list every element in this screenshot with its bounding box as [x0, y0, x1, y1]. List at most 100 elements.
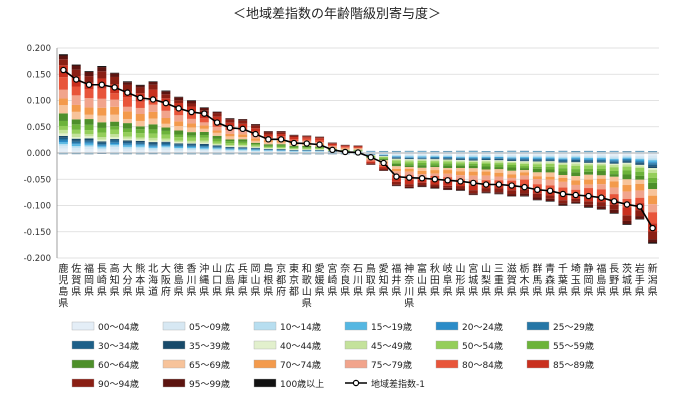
bar-segment — [84, 71, 94, 72]
bar-segment — [135, 101, 145, 108]
bar-segment — [609, 174, 619, 177]
legend-item: 50～54歳 — [435, 340, 503, 352]
bar-segment — [212, 138, 222, 142]
bar-segment — [609, 157, 619, 159]
bar-segment — [584, 159, 594, 161]
bar-segment — [507, 170, 517, 175]
bar-segment — [161, 103, 171, 111]
bar-segment — [481, 163, 491, 167]
bar-segment — [481, 160, 491, 162]
bar-segment — [430, 156, 440, 158]
bar-segment — [481, 155, 491, 157]
bar-segment — [635, 210, 645, 217]
bar-segment — [558, 200, 568, 204]
bar-segment — [609, 153, 619, 156]
bar-segment — [212, 112, 222, 114]
legend-label: 60～64歳 — [98, 359, 139, 371]
bar-segment — [276, 146, 286, 148]
bar-segment — [391, 168, 401, 172]
category-label: 大分県 — [122, 262, 132, 298]
bar-stack — [187, 100, 196, 155]
bar-segment — [417, 158, 427, 159]
bar-segment — [122, 141, 132, 144]
bar-segment — [558, 205, 568, 206]
bar-segment — [443, 173, 453, 178]
bar-segment — [97, 71, 107, 79]
category-label: 滋賀県 — [507, 262, 517, 298]
bar-segment — [148, 89, 158, 98]
bar-segment — [340, 145, 350, 146]
bar-segment — [481, 162, 491, 164]
bar-segment — [289, 148, 299, 149]
category-labels: 鹿児島県佐賀県福岡県長崎県高知県大分県熊本県北海道大阪府徳島県香川県沖縄県山口県… — [58, 262, 657, 310]
category-label: 熊本県 — [135, 262, 145, 298]
bar-segment — [135, 144, 145, 146]
bar-segment — [494, 172, 504, 177]
bar-segment — [110, 73, 120, 77]
bar-segment — [468, 159, 478, 161]
legend-label: 10～14歳 — [280, 321, 321, 333]
legend-item: 25～29歳 — [526, 321, 594, 333]
bar-segment — [468, 154, 478, 156]
bar-segment — [558, 177, 568, 182]
bar-segment — [58, 137, 68, 140]
category-label: 千葉県 — [558, 263, 568, 298]
bar-segment — [455, 162, 465, 165]
legend-label: 20～24歳 — [462, 321, 503, 333]
bar-segment — [161, 134, 171, 139]
bar-segment — [84, 142, 94, 144]
bar-segment — [635, 160, 645, 162]
bar-segment — [532, 158, 542, 159]
bar-segment — [212, 145, 222, 147]
bar-segment — [174, 137, 184, 141]
bar-segment — [122, 140, 132, 142]
bar-segment — [187, 112, 196, 119]
bar-segment — [148, 137, 158, 141]
bar-segment — [315, 151, 325, 152]
bar-segment — [404, 171, 414, 176]
bar-segment — [251, 144, 261, 146]
bar-segment — [97, 115, 107, 123]
bar-segment — [251, 148, 261, 149]
index-point — [73, 76, 80, 83]
bar-segment — [379, 154, 389, 155]
index-point — [201, 110, 208, 117]
bar-segment — [148, 143, 158, 145]
legend-label: 85～89歳 — [553, 359, 594, 371]
bar-segment — [609, 171, 619, 175]
bar-segment — [532, 176, 542, 180]
bar-segment — [648, 158, 658, 161]
bar-segment — [494, 161, 504, 163]
bar-segment — [199, 118, 209, 123]
bar-segment — [443, 158, 453, 159]
bar-segment — [225, 150, 235, 152]
bar-segment — [122, 132, 132, 137]
index-point — [316, 141, 323, 148]
bar-segment — [596, 184, 606, 190]
bar-segment — [122, 144, 132, 146]
bar-segment — [199, 125, 209, 129]
category-label: 宮崎県 — [327, 262, 337, 298]
bar-segment — [609, 194, 619, 200]
bar-segment — [584, 162, 594, 164]
bar-segment — [545, 172, 555, 177]
bar-segment — [648, 195, 658, 205]
bar-segment — [71, 138, 81, 141]
bar-segment — [122, 111, 132, 119]
legend-label: 80～84歳 — [462, 359, 503, 371]
bar-segment — [520, 160, 529, 162]
bar-segment — [596, 164, 606, 166]
bar-segment — [225, 148, 235, 150]
bar-segment — [212, 148, 222, 150]
category-label: 鳥取県 — [366, 262, 376, 298]
bar-segment — [187, 143, 196, 145]
bar-segment — [122, 82, 132, 85]
bar-segment — [212, 146, 222, 148]
bar-segment — [97, 127, 107, 133]
bar-segment — [468, 190, 478, 194]
y-tick-label: 0.100 — [27, 97, 51, 107]
bar-segment — [122, 136, 132, 139]
bar-segment — [122, 118, 132, 124]
category-label: 岩手県 — [635, 262, 645, 298]
bar-segment — [161, 150, 171, 153]
